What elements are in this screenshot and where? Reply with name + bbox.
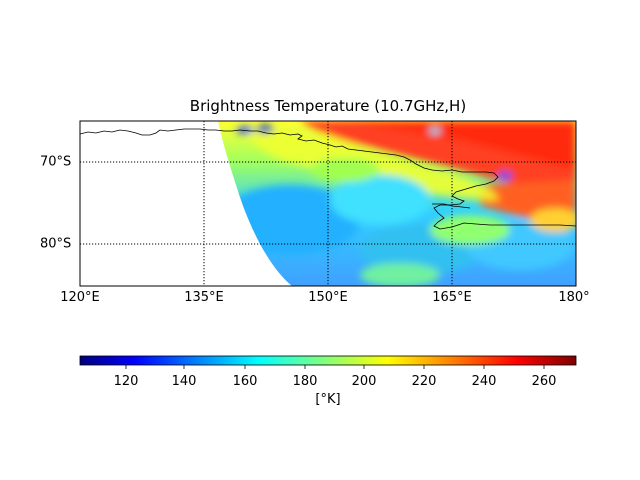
lon-label-180: 180° <box>558 290 590 305</box>
colorbar-ticks <box>125 365 545 369</box>
colorbar-tick-label: 260 <box>531 374 557 389</box>
lon-label-165e: 165°E <box>432 290 472 305</box>
colorbar-tick-label: 160 <box>232 374 258 389</box>
colorbar-tick-label: 180 <box>292 374 318 389</box>
brightness-swath <box>218 121 576 286</box>
colorbar-tick-label: 120 <box>113 374 139 389</box>
lat-label-70s: 70°S <box>40 154 72 170</box>
colorbar-tick-label: 200 <box>351 374 377 389</box>
plot-frame <box>79 120 577 287</box>
colorbar <box>79 355 577 366</box>
lon-label-120e: 120°E <box>60 290 100 305</box>
colorbar-unit-label: [°K] <box>315 392 341 407</box>
lon-label-150e: 150°E <box>308 290 348 305</box>
colorbar-tick-label: 220 <box>411 374 437 389</box>
colorbar-tick-label: 240 <box>471 374 497 389</box>
colorbar-tick-label: 140 <box>171 374 197 389</box>
chart-title: Brightness Temperature (10.7GHz,H) <box>189 97 467 115</box>
lon-label-135e: 135°E <box>184 290 224 305</box>
gridlines <box>80 121 576 286</box>
lat-label-80s: 80°S <box>40 236 72 252</box>
